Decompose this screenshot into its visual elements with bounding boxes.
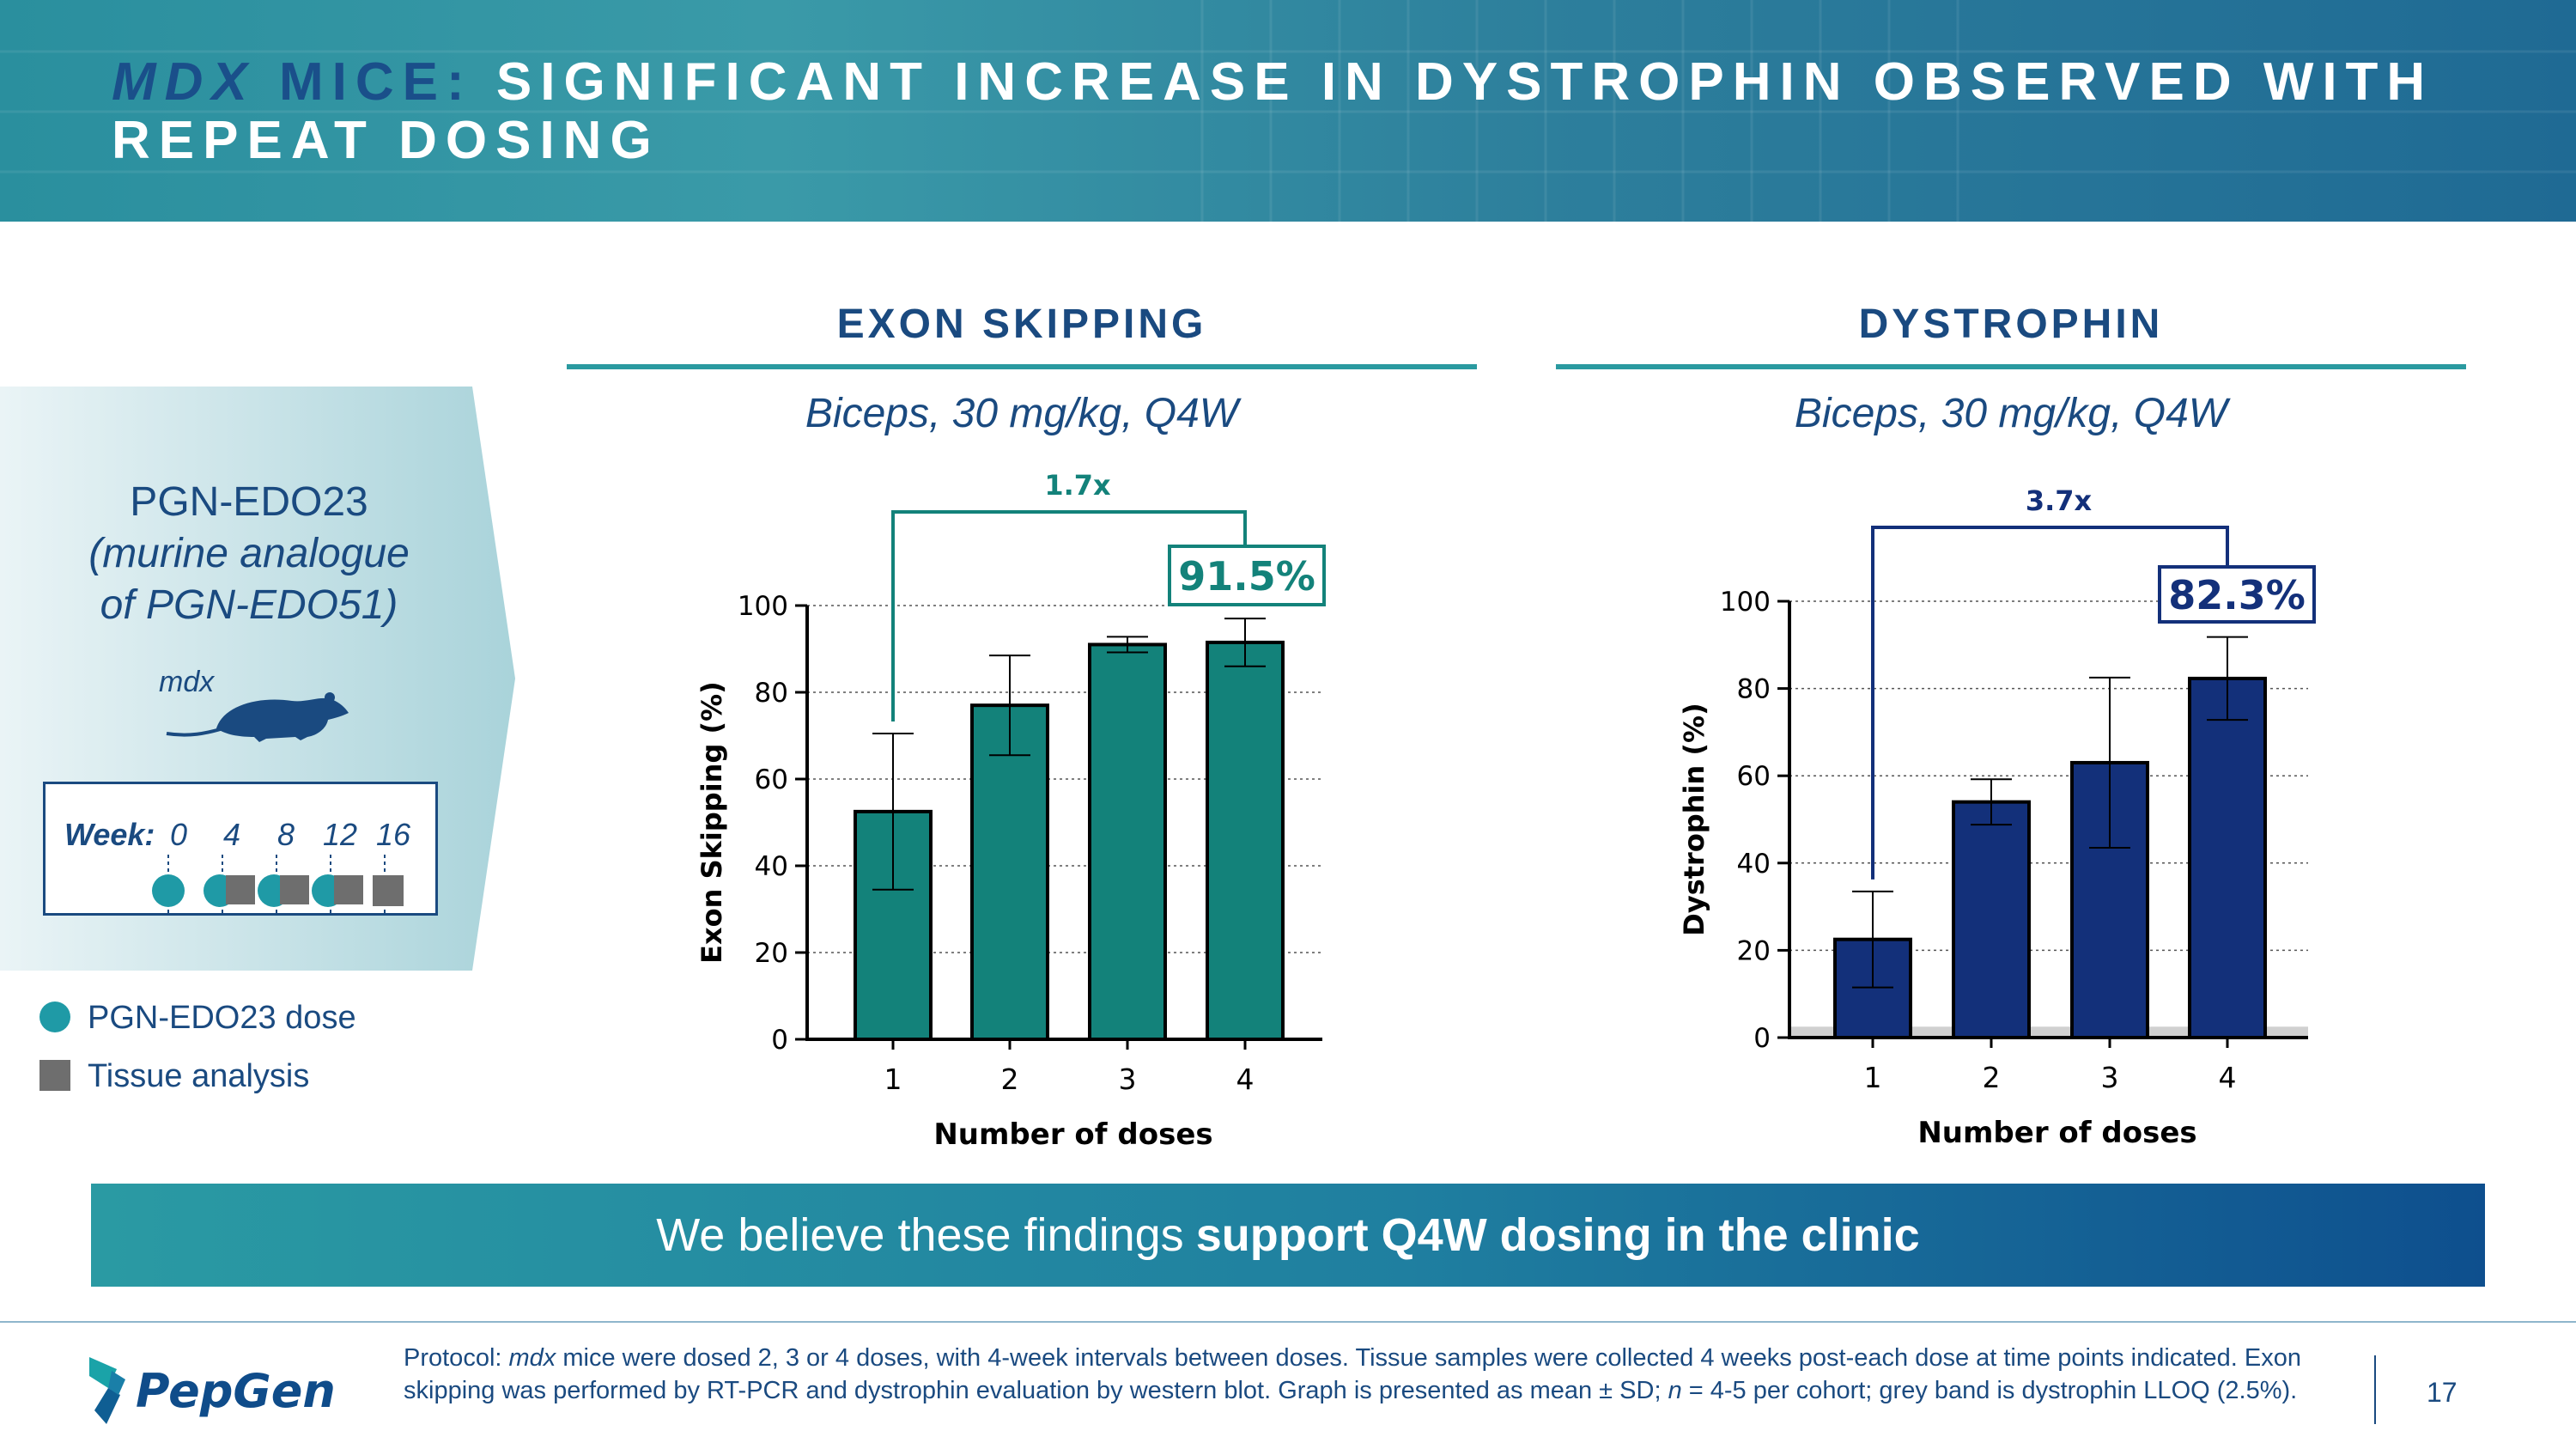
exon-fold-change-label: 1.7x <box>1044 469 1111 502</box>
header-banner: MDX MICE: SIGNIFICANT INCREASE IN DYSTRO… <box>0 0 2576 222</box>
analysis-marker-week-16 <box>373 875 404 906</box>
pepgen-logo: PepGen <box>89 1357 335 1424</box>
protocol-text-1: mice were dosed 2, 3 or 4 doses, with 4-… <box>404 1344 2301 1404</box>
exon-ytick-label-20: 20 <box>755 938 788 969</box>
exon-bar-4 <box>1206 640 1285 1041</box>
title-mice: MICE: <box>255 52 473 112</box>
exon-bar-2 <box>970 703 1049 1042</box>
page-number: 17 <box>2427 1377 2458 1408</box>
analysis-marker-week-8 <box>280 875 309 904</box>
logo-text: PepGen <box>136 1364 335 1418</box>
exon-ytick-label-80: 80 <box>755 678 788 709</box>
protocol-n: n <box>1668 1377 1682 1404</box>
week-0: 0 <box>170 817 188 852</box>
protocol-mdx: mdx <box>508 1344 556 1372</box>
page-title: MDX MICE: SIGNIFICANT INCREASE IN DYSTRO… <box>112 53 2516 170</box>
exon-skipping-rule <box>567 364 1477 369</box>
dose-legend-icon <box>39 1002 70 1032</box>
conclusion-banner: We believe these findings support Q4W dos… <box>91 1184 2485 1287</box>
compound-line-1: PGN-EDO23 <box>130 479 368 525</box>
protocol-text-2: = 4-5 per cohort; grey band is dystrophi… <box>1681 1377 2298 1404</box>
title-rest: SIGNIFICANT INCREASE IN DYSTROPHIN OBSER… <box>112 52 2434 170</box>
exon-ytick-label-60: 60 <box>755 764 788 795</box>
mouse-icon <box>166 692 349 742</box>
exon-y-axis-label: Exon Skipping (%) <box>696 681 728 964</box>
exon-xtick-label-3: 3 <box>1119 1062 1137 1096</box>
header-background-pattern <box>0 0 2576 222</box>
analysis-marker-week-4 <box>226 875 255 904</box>
banner-plain-text: We believe these findings <box>656 1209 1184 1261</box>
dystrophin-rule <box>1556 364 2466 369</box>
dose-marker-week-0 <box>152 874 185 907</box>
exon-skipping-title: EXON SKIPPING <box>836 301 1207 347</box>
week-4: 4 <box>223 817 241 852</box>
compound-line-3: of PGN-EDO51) <box>100 582 398 628</box>
exon-bar-3 <box>1088 642 1167 1041</box>
legend-analysis-label: Tissue analysis <box>88 1058 310 1094</box>
page-number-separator <box>2374 1355 2376 1424</box>
compound-name: PGN-EDO23 (murine analogue of PGN-EDO51) <box>34 477 464 631</box>
analysis-marker-week-12 <box>334 875 363 904</box>
exon-xtick-label-2: 2 <box>1001 1062 1019 1096</box>
week-label: Week: <box>64 817 155 852</box>
exon-ytick-label-0: 0 <box>771 1025 788 1056</box>
dosing-timeline: Week: 0 4 8 12 16 <box>43 782 438 916</box>
animal-label: mdx <box>159 666 215 698</box>
title-mdx: MDX <box>112 52 256 112</box>
legend-dose-label: PGN-EDO23 dose <box>88 1000 356 1036</box>
protocol-note: Protocol: mdx mice were dosed 2, 3 or 4 … <box>404 1342 2327 1407</box>
exon-x-axis-label: Number of doses <box>933 1117 1212 1152</box>
exon-xtick-label-4: 4 <box>1236 1062 1255 1096</box>
dystrophin-title: DYSTROPHIN <box>1858 301 2164 347</box>
week-16: 16 <box>376 817 411 852</box>
analysis-legend-icon <box>39 1060 70 1091</box>
week-8: 8 <box>277 817 295 852</box>
exon-skipping-subtitle: Biceps, 30 mg/kg, Q4W <box>805 391 1239 436</box>
exon-callout-value: 91.5% <box>1178 553 1315 600</box>
exon-ytick-label-40: 40 <box>755 851 788 882</box>
timeline-markers <box>152 855 404 913</box>
exon-ytick-label-100: 100 <box>738 591 788 622</box>
exon-fold-change-bracket <box>891 510 1247 721</box>
exon-xtick-label-1: 1 <box>884 1062 902 1096</box>
banner-bold-text: support Q4W dosing in the clinic <box>1195 1209 1920 1261</box>
week-12: 12 <box>323 817 358 852</box>
footer-divider <box>0 1321 2576 1323</box>
dystrophin-subtitle: Biceps, 30 mg/kg, Q4W <box>1794 391 2228 436</box>
compound-line-2: (murine analogue <box>88 531 410 576</box>
protocol-label: Protocol: <box>404 1344 509 1372</box>
exon-callout-box <box>1168 545 1326 606</box>
